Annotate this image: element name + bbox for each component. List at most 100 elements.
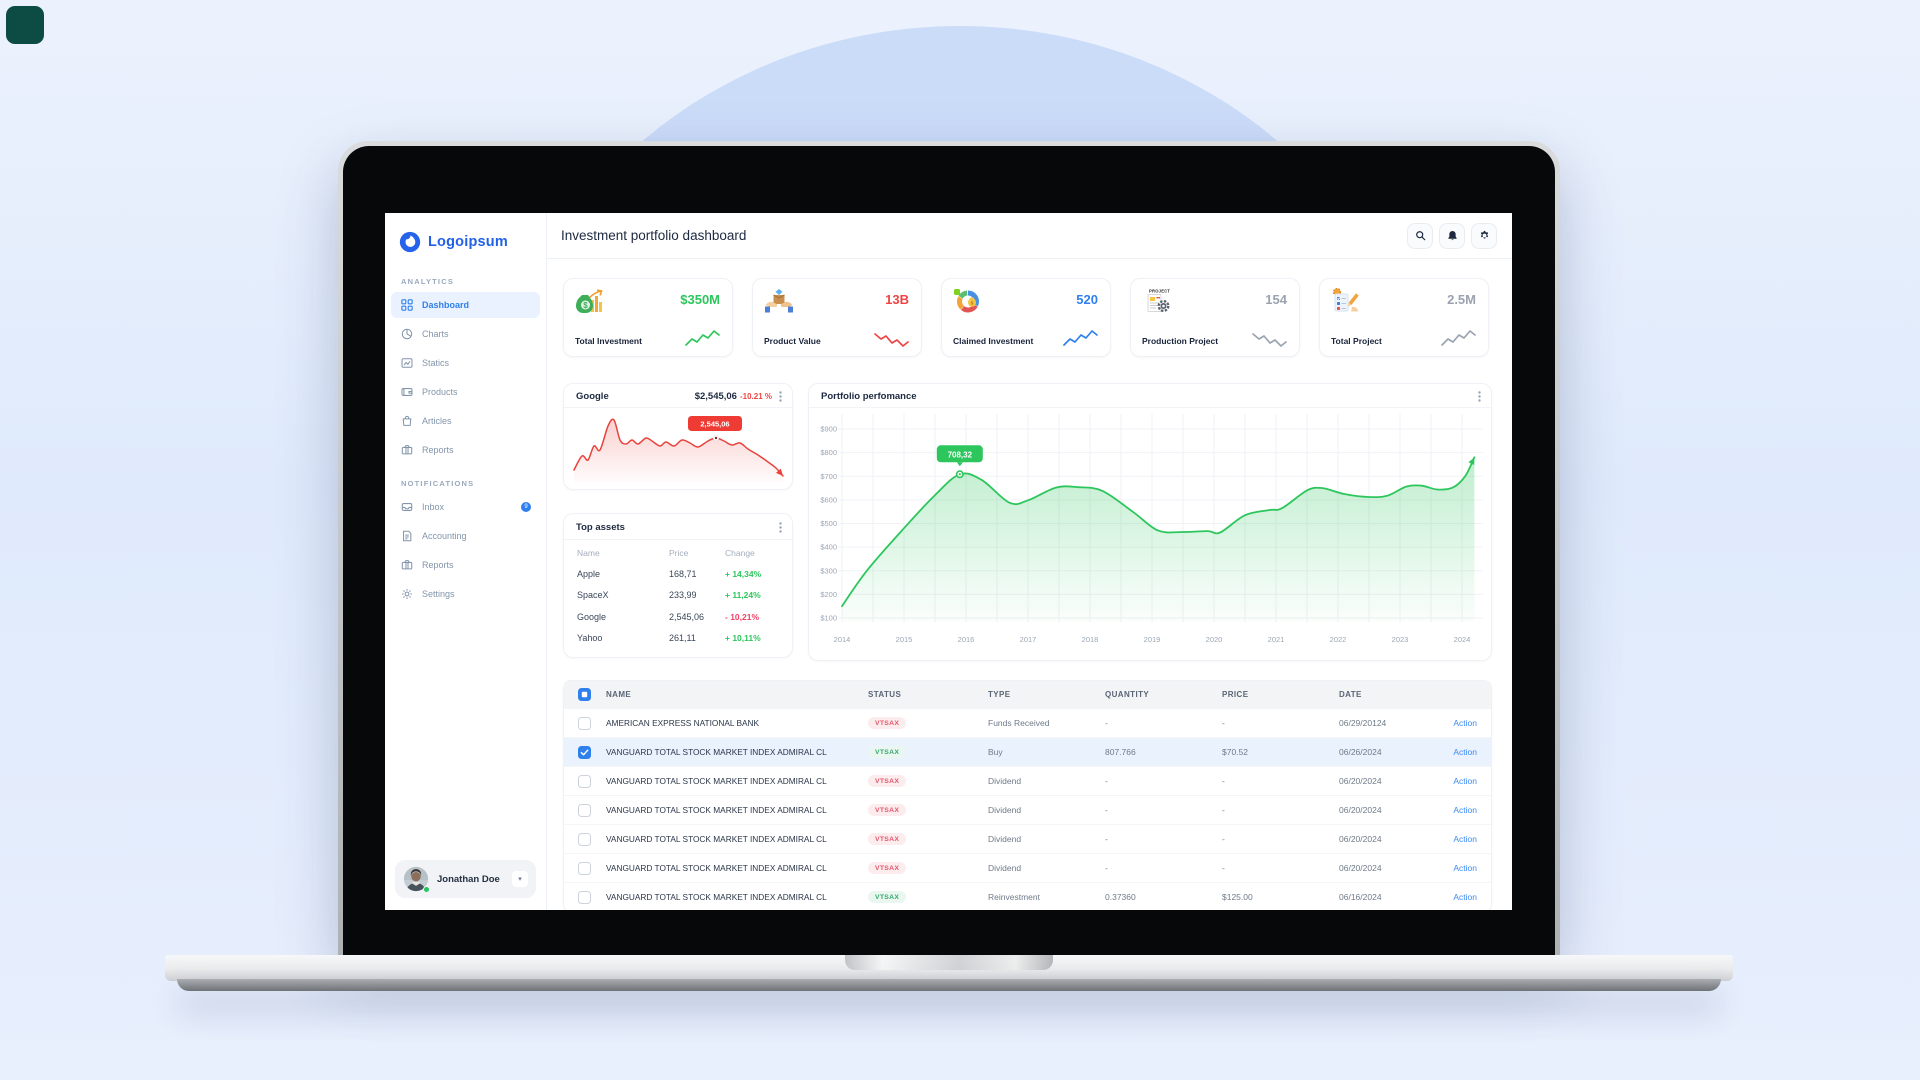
sidebar-item-statics[interactable]: Statics — [391, 350, 540, 376]
sidebar-item-label: Reports — [422, 445, 454, 455]
table-row[interactable]: AMERICAN EXPRESS NATIONAL BANK VTSAX Funds… — [564, 708, 1491, 737]
sidebar-item-settings[interactable]: Settings — [391, 581, 540, 607]
google-card-title: Google — [576, 391, 609, 402]
table-row[interactable]: VANGUARD TOTAL STOCK MARKET INDEX ADMIRA… — [564, 737, 1491, 766]
table-column-header-quantity: QUANTITY — [1105, 690, 1150, 699]
asset-row-yahoo[interactable]: Yahoo 261,11 + 10,11% — [564, 628, 792, 650]
row-checkbox-cell — [564, 803, 606, 817]
row-checkbox[interactable] — [578, 890, 591, 904]
status-badge: VTSAX — [868, 833, 907, 846]
notifications-button[interactable] — [1439, 222, 1465, 249]
svg-text:2023: 2023 — [1392, 635, 1409, 644]
table-row[interactable]: VANGUARD TOTAL STOCK MARKET INDEX ADMIRA… — [564, 795, 1491, 824]
stat-card-claimed-investment: $520 Claimed Investment — [941, 278, 1111, 357]
row-action-link[interactable]: Action — [1453, 834, 1477, 844]
asset-price: 168,71 — [669, 568, 697, 579]
kebab-menu-icon[interactable] — [779, 391, 782, 402]
row-checkbox[interactable] — [578, 716, 591, 730]
row-name: VANGUARD TOTAL STOCK MARKET INDEX ADMIRA… — [606, 747, 827, 757]
sidebar-item-inbox[interactable]: Inbox 9 — [391, 494, 540, 520]
logo[interactable]: Logoipsum — [385, 227, 546, 267]
sidebar-item-accounting[interactable]: Accounting — [391, 523, 540, 549]
kebab-menu-icon[interactable] — [1478, 391, 1481, 402]
svg-text:2022: 2022 — [1330, 635, 1347, 644]
row-action-link[interactable]: Action — [1453, 892, 1477, 902]
avatar — [403, 866, 430, 893]
stat-value: 154 — [1265, 292, 1287, 307]
document-icon — [401, 530, 413, 542]
row-action-link[interactable]: Action — [1453, 776, 1477, 786]
sidebar-item-label: Dashboard — [422, 300, 470, 310]
stat-cards-row: $ $350M Total Investment 13B Product Value $5… — [563, 278, 1492, 357]
row-quantity: - — [1105, 776, 1108, 786]
table-row[interactable]: VANGUARD TOTAL STOCK MARKET INDEX ADMIRA… — [564, 853, 1491, 882]
row-checkbox[interactable] — [578, 745, 591, 759]
stat-value: 2.5M — [1447, 292, 1476, 307]
row-checkbox[interactable] — [578, 774, 591, 788]
asset-row-apple[interactable]: Apple 168,71 + 14,34% — [564, 563, 792, 585]
sidebar-item-charts[interactable]: Charts — [391, 321, 540, 347]
svg-text:$600: $600 — [820, 495, 837, 504]
sidebar-item-label: Products — [422, 387, 458, 397]
transactions-table: NAME STATUS TYPE QUANTITY PRICE DATE AMERICAN… — [563, 680, 1492, 910]
stat-label: Total Project — [1331, 336, 1382, 346]
select-all-checkbox[interactable] — [578, 688, 591, 701]
asset-row-google[interactable]: Google 2,545,06 - 10,21% — [564, 606, 792, 628]
google-price: $2,545,06 — [694, 391, 737, 402]
table-row[interactable]: VANGUARD TOTAL STOCK MARKET INDEX ADMIRA… — [564, 766, 1491, 795]
row-status-cell: VTSAX — [868, 862, 988, 875]
row-price: $70.52 — [1222, 747, 1248, 757]
kebab-menu-icon[interactable] — [779, 522, 782, 533]
profile-card[interactable]: Jonathan Doe ▾ — [395, 860, 536, 898]
row-action-link[interactable]: Action — [1453, 718, 1477, 728]
status-badge: VTSAX — [868, 775, 907, 788]
asset-row-spacex[interactable]: SpaceX 233,99 + 11,24% — [564, 585, 792, 607]
asset-change: + 14,34% — [725, 568, 762, 579]
row-status-cell: VTSAX — [868, 804, 988, 817]
sidebar-item-label: Settings — [422, 589, 455, 599]
table-row[interactable]: VANGUARD TOTAL STOCK MARKET INDEX ADMIRA… — [564, 882, 1491, 910]
search-button[interactable] — [1407, 222, 1433, 249]
sidebar-item-reports[interactable]: Reports — [391, 552, 540, 578]
sidebar-item-label: Reports — [422, 560, 454, 570]
row-action-link[interactable]: Action — [1453, 805, 1477, 815]
google-stock-card: Google $2,545,06 -10.21 % 2,545,06 — [563, 383, 793, 490]
stat-card-production-project: PROJECT 154 Production Project — [1130, 278, 1300, 357]
settings-button[interactable] — [1471, 222, 1497, 249]
svg-text:2,545,06: 2,545,06 — [700, 420, 729, 429]
sidebar-item-label: Statics — [422, 358, 450, 368]
laptop-mockup: Logoipsum ANALYTICS Dashboard Charts Static… — [165, 141, 1733, 1021]
top-assets-columns: Name Price Change — [564, 542, 792, 563]
chevron-down-icon[interactable]: ▾ — [512, 871, 528, 887]
nav-section-label: ANALYTICS — [401, 277, 455, 286]
google-card-header: Google $2,545,06 -10.21 % — [564, 384, 792, 408]
table-column-header-type: TYPE — [988, 690, 1011, 699]
table-row[interactable]: VANGUARD TOTAL STOCK MARKET INDEX ADMIRA… — [564, 824, 1491, 853]
sidebar-item-reports[interactable]: Reports — [391, 437, 540, 463]
sidebar-item-dashboard[interactable]: Dashboard — [391, 292, 540, 318]
logoipsum-logo-icon — [399, 231, 421, 253]
row-date: 06/20/2024 — [1339, 776, 1382, 786]
row-checkbox[interactable] — [578, 832, 591, 846]
inbox-icon — [401, 501, 413, 513]
row-date: 06/20/2024 — [1339, 834, 1382, 844]
assets-column-header: Price — [669, 547, 689, 558]
asset-change: + 10,11% — [725, 633, 761, 644]
row-checkbox[interactable] — [578, 861, 591, 875]
row-action-link[interactable]: Action — [1453, 863, 1477, 873]
sidebar-item-products[interactable]: Products — [391, 379, 540, 405]
sidebar: Logoipsum ANALYTICS Dashboard Charts Static… — [385, 213, 547, 910]
row-date: 06/20/2024 — [1339, 805, 1382, 815]
row-action-link[interactable]: Action — [1453, 747, 1477, 757]
laptop-base — [165, 955, 1733, 981]
shopping-bag-icon — [401, 415, 413, 427]
svg-text:$: $ — [971, 301, 974, 306]
svg-text:2018: 2018 — [1082, 635, 1099, 644]
sidebar-item-label: Accounting — [422, 531, 467, 541]
row-checkbox[interactable] — [578, 803, 591, 817]
asset-name: Apple — [577, 568, 601, 579]
sidebar-item-articles[interactable]: Articles — [391, 408, 540, 434]
svg-text:2017: 2017 — [1020, 635, 1037, 644]
google-stock-chart: 2,545,06 — [573, 416, 784, 482]
row-name: VANGUARD TOTAL STOCK MARKET INDEX ADMIRA… — [606, 834, 827, 844]
